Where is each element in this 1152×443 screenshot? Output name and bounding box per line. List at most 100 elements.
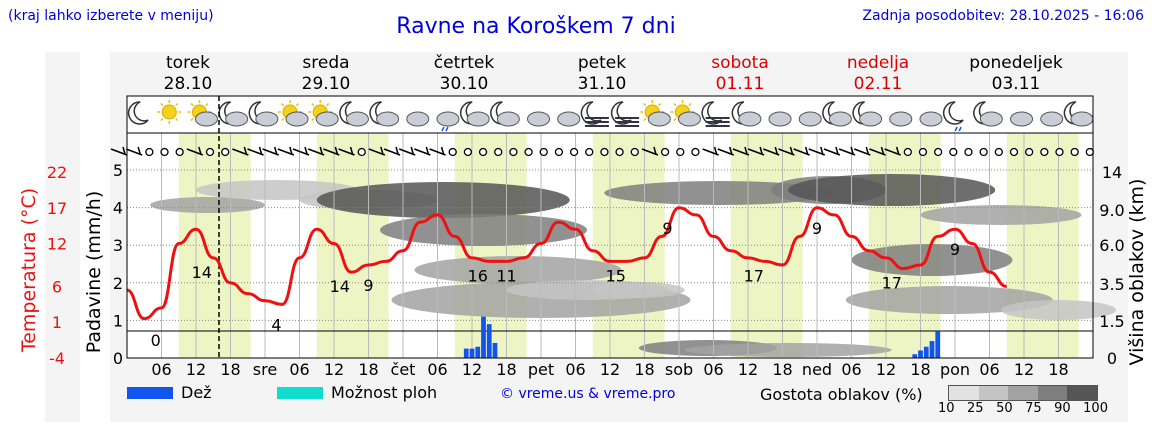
cloud-shape	[647, 111, 671, 127]
temperature-label: 9	[662, 219, 672, 238]
sun-ray	[190, 117, 194, 122]
cloud-shape	[889, 111, 913, 127]
wind-barb-icon	[304, 146, 308, 155]
day-name: sreda	[302, 53, 349, 73]
cloud-blob	[592, 282, 685, 298]
rain-bar	[918, 350, 923, 358]
wind-barb-icon	[850, 146, 854, 155]
legend-rain: Dež	[127, 383, 212, 402]
temperature-series: 0 14 4 14 9 16 11 15 9 17 9 17 9 14 6	[126, 0, 1092, 358]
x-tick-label: 12	[876, 360, 896, 379]
wind-barb-icon	[804, 146, 809, 155]
wind-barb-icon	[880, 146, 885, 155]
cloud-icon	[406, 111, 430, 127]
moon-cloud-icon	[369, 101, 400, 127]
wind-calm-icon	[448, 147, 457, 157]
x-tick-label: 18	[220, 360, 240, 379]
temperature-label: 4	[271, 315, 281, 334]
x-tick-label: pon	[940, 360, 970, 379]
wind-barb-icon	[122, 146, 126, 155]
cloud-shape	[677, 111, 701, 127]
wind-calm-icon	[1055, 147, 1064, 157]
cloud-icon	[768, 111, 792, 127]
cloud-shape	[1010, 111, 1034, 127]
x-tick-label: 18	[910, 360, 930, 379]
cloud-height-tick: 0	[1107, 349, 1117, 368]
cloud-rain-icon	[436, 111, 460, 132]
temperature-tick: 6	[52, 277, 62, 296]
temperature-label: 9	[363, 276, 373, 295]
wind-barb-icon	[835, 146, 839, 155]
temperature-label: 9	[950, 240, 960, 259]
cloud-blob	[150, 197, 265, 213]
cloud-shape	[1040, 111, 1064, 127]
sun-ray	[688, 102, 692, 107]
x-tick-label: 18	[772, 360, 792, 379]
wind-barb-icon	[349, 146, 354, 155]
cloud-shape	[255, 111, 279, 127]
wind-calm-icon	[524, 147, 533, 157]
cloud-blob	[845, 286, 1053, 314]
x-tick-label: 12	[186, 360, 206, 379]
cloud-icon	[527, 111, 551, 127]
sun-ray	[311, 102, 315, 107]
x-tick-label: 18	[634, 360, 654, 379]
x-tick-label: 06	[565, 360, 585, 379]
axes: 22 17 12 6 1 -4 Temperatura (°C) 5 4 3 2 1 0 Padavine…	[18, 95, 1148, 379]
wind-barb-icon	[319, 146, 323, 155]
wind-calm-icon	[600, 147, 609, 157]
credit-link[interactable]: © vreme.us & vreme.pro	[500, 386, 676, 402]
precipitation-tick: 5	[113, 161, 123, 180]
wind-barb-icon	[198, 146, 202, 155]
legend-storm: Možnost ploh	[277, 383, 437, 402]
x-tick-label: 18	[358, 360, 378, 379]
cloud-shape	[527, 111, 551, 127]
cloud-shape	[345, 111, 369, 127]
moon-cloud-icon	[248, 101, 279, 127]
wind-calm-icon	[964, 147, 973, 157]
cloud-icon	[557, 111, 581, 127]
temperature-label: 0	[151, 331, 161, 350]
wind-calm-icon	[1040, 147, 1049, 157]
cloud-height-tick: 3.5	[1099, 275, 1124, 294]
wind-barb-icon	[243, 146, 248, 155]
cloud-blob	[414, 256, 622, 284]
cloud-tick: 25	[967, 401, 984, 416]
x-tick-label: 18	[1048, 360, 1068, 379]
x-tick-label: sre	[253, 360, 277, 379]
cloud-height-tick: 9.0	[1099, 201, 1124, 220]
cloud-scale-ticks: 10 25 50 75 90 100	[938, 401, 1108, 416]
wind-barb-icon	[653, 146, 657, 155]
sun-ray	[311, 117, 315, 122]
day-date: 28.10	[164, 74, 213, 94]
temperature-label: 14	[1020, 0, 1040, 4]
wind-calm-icon	[933, 147, 943, 157]
sun-ray	[643, 102, 647, 107]
wind-barb-icon	[865, 146, 870, 155]
wind-calm-icon	[903, 147, 912, 157]
sun-ray	[658, 102, 662, 107]
x-tick-label: 06	[151, 360, 171, 379]
wind-calm-icon	[221, 147, 230, 157]
wind-calm-icon	[994, 147, 1003, 157]
moon-fog-icon	[580, 101, 609, 127]
sun-cloud-icon	[308, 100, 339, 127]
wind-calm-icon	[539, 147, 548, 157]
x-tick-label: ned	[802, 360, 832, 379]
x-tick-label: 06	[289, 360, 309, 379]
wind-calm-icon	[569, 147, 579, 157]
temperature-label: 16	[468, 266, 488, 285]
rain-bar	[475, 346, 481, 358]
wind-barb-icon	[395, 146, 399, 155]
temperature-tick: 22	[47, 163, 67, 182]
rain-bar	[935, 331, 941, 358]
x-tick-label: 06	[703, 360, 723, 379]
wind-barb-icon	[334, 146, 339, 155]
cloud-height-axis-label: Višina oblakov (km)	[1126, 179, 1148, 366]
rain-drop	[958, 126, 962, 132]
day-name: torek	[166, 53, 210, 73]
wind-barb-icon	[258, 146, 263, 155]
day-date: 03.11	[992, 74, 1041, 94]
legend-storm-label: Možnost ploh	[331, 383, 438, 402]
